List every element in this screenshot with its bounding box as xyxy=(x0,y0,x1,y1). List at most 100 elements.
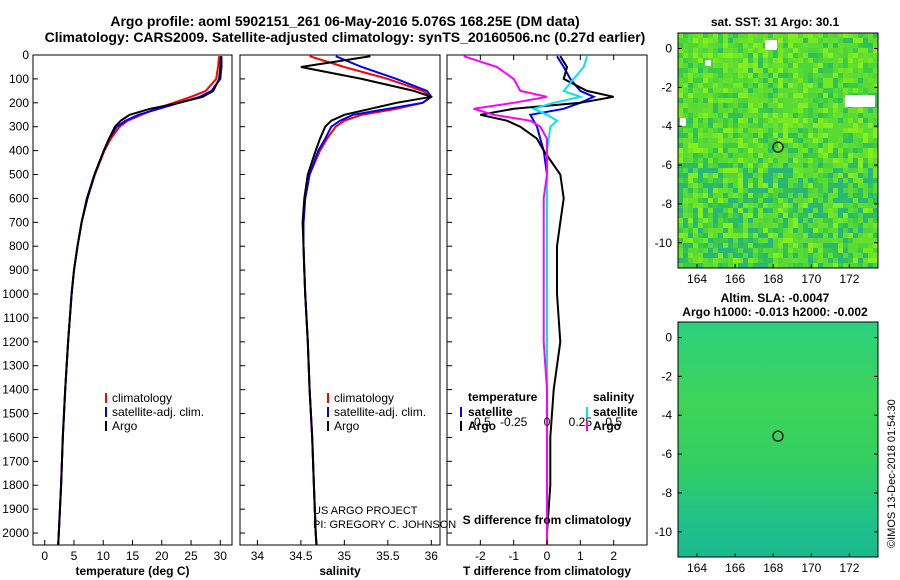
sst-cell xyxy=(793,63,798,68)
sst-cell xyxy=(733,148,738,153)
sst-cell xyxy=(803,63,808,68)
sst-cell xyxy=(723,38,728,43)
sst-cell xyxy=(863,163,868,168)
sst-cell xyxy=(868,193,873,198)
sst-cell xyxy=(783,138,788,143)
temperature-ytick-label: 1400 xyxy=(2,383,29,397)
sst-cell xyxy=(808,238,813,243)
sst-cell xyxy=(763,128,768,133)
sst-cell xyxy=(708,148,713,153)
sst-cell xyxy=(718,183,723,188)
sst-cell xyxy=(703,178,708,183)
sst-cell xyxy=(803,258,808,263)
sst-cell xyxy=(868,223,873,228)
sst-cell xyxy=(733,168,738,173)
sst-cell xyxy=(853,203,858,208)
temperature-ytick-label: 1600 xyxy=(2,430,29,444)
sst-cell xyxy=(803,168,808,173)
sst-cell xyxy=(688,248,693,253)
sst_map-xtick-label: 164 xyxy=(687,272,707,286)
sst-cell xyxy=(703,78,708,83)
sst-cell xyxy=(688,63,693,68)
sst-cell xyxy=(733,158,738,163)
sst-cell xyxy=(773,188,778,193)
sst-cell xyxy=(723,33,728,38)
sst-cell xyxy=(828,83,833,88)
sst-cell xyxy=(738,58,743,63)
sst-cell xyxy=(783,113,788,118)
sst-cell xyxy=(718,263,723,268)
sst-cell xyxy=(813,33,818,38)
sst-cell xyxy=(783,123,788,128)
sst-cell xyxy=(743,148,748,153)
sst-cell xyxy=(818,113,823,118)
sst-cell xyxy=(758,223,763,228)
sst-cell xyxy=(808,138,813,143)
sst-cell xyxy=(743,108,748,113)
sst-cell xyxy=(813,53,818,58)
sst-cell xyxy=(863,198,868,203)
sst-cell xyxy=(683,248,688,253)
sst-cell xyxy=(783,208,788,213)
sst-cell xyxy=(693,58,698,63)
sst-cell xyxy=(698,178,703,183)
sst-cell xyxy=(748,88,753,93)
sst-cell xyxy=(778,83,783,88)
sst-cell xyxy=(843,173,848,178)
sst-cell xyxy=(818,38,823,43)
sst-cell xyxy=(768,243,773,248)
sst-cell xyxy=(678,258,683,263)
temperature-ytick-label: 1900 xyxy=(2,502,29,516)
sst-cell xyxy=(738,213,743,218)
sst-cell xyxy=(678,158,683,163)
sst-cell xyxy=(818,88,823,93)
sst-cell xyxy=(798,218,803,223)
sst-cell xyxy=(838,78,843,83)
sst-cell xyxy=(783,253,788,258)
sst-cell xyxy=(793,103,798,108)
sst_map-argo-marker xyxy=(772,141,784,153)
sst-cell xyxy=(763,258,768,263)
sst-cell xyxy=(793,138,798,143)
sst-cell xyxy=(818,48,823,53)
sst-cell xyxy=(768,213,773,218)
sst-cell xyxy=(678,73,683,78)
sst-cell xyxy=(788,263,793,268)
sst-cell xyxy=(798,238,803,243)
sst-cell xyxy=(713,93,718,98)
sst-cell xyxy=(723,58,728,63)
sst-cell xyxy=(813,153,818,158)
sst-cell xyxy=(718,58,723,63)
sst-cell xyxy=(733,103,738,108)
sst-cell xyxy=(783,183,788,188)
sst-cell xyxy=(818,238,823,243)
sst-cell xyxy=(703,213,708,218)
sst-cell xyxy=(718,93,723,98)
sst-cell xyxy=(868,153,873,158)
sst-cell xyxy=(733,78,738,83)
sst-cell xyxy=(713,258,718,263)
sst-cell xyxy=(683,253,688,258)
sst-cell xyxy=(728,218,733,223)
sst-cell xyxy=(863,258,868,263)
sst-cell xyxy=(833,78,838,83)
sst-cell xyxy=(863,148,868,153)
sst-cell xyxy=(778,73,783,78)
sst-cell xyxy=(793,228,798,233)
sst-cell xyxy=(793,203,798,208)
sst-cell xyxy=(808,208,813,213)
sst-cell xyxy=(678,153,683,158)
sst-cell xyxy=(768,263,773,268)
sst-cell xyxy=(773,113,778,118)
sst-cell xyxy=(763,53,768,58)
sst-cell xyxy=(798,113,803,118)
salinity-xtick-label: 35 xyxy=(338,549,352,563)
sst-cell xyxy=(708,258,713,263)
sst-cell xyxy=(818,98,823,103)
sst-cell xyxy=(723,243,728,248)
temperature-ytick-label: 1300 xyxy=(2,359,29,373)
sst-cell xyxy=(798,48,803,53)
sst-cell xyxy=(868,88,873,93)
sst-cell xyxy=(708,198,713,203)
sst-cell xyxy=(763,73,768,78)
